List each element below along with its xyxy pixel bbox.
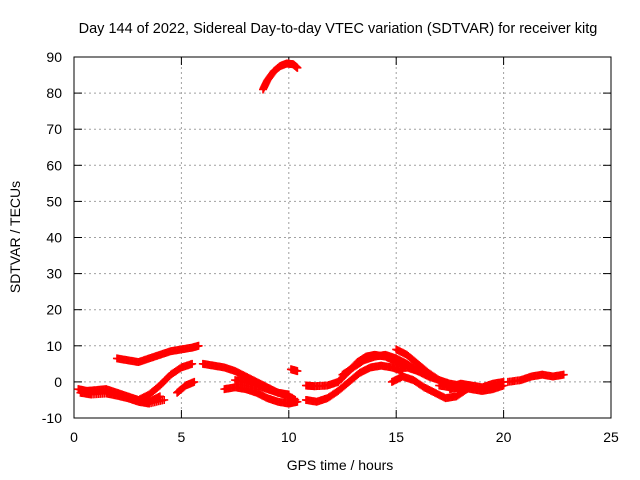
y-tick-label: 30: [46, 266, 62, 282]
y-tick-label: 90: [46, 49, 62, 65]
data-points: [74, 59, 568, 408]
series-arc-4: [134, 359, 197, 404]
x-tick-labels: 0 5 10 15 20 25: [70, 429, 619, 445]
data-point: [499, 381, 508, 390]
grid-lines: [74, 57, 611, 418]
data-point: [293, 63, 302, 72]
x-tick-label: 15: [388, 429, 404, 445]
y-tick-label: 80: [46, 85, 62, 101]
series-arc-8: [231, 376, 293, 399]
x-tick-label: 25: [603, 429, 619, 445]
data-point: [190, 377, 199, 386]
series-arc-3: [112, 341, 203, 367]
data-point: [160, 395, 169, 404]
series-arc-9: [259, 59, 302, 94]
series-arc-5: [173, 377, 199, 397]
y-tick-label: 0: [54, 374, 62, 390]
series-arc-18: [503, 370, 568, 386]
plot-frame: [73, 56, 612, 419]
x-tick-label: 0: [70, 429, 78, 445]
y-tick-label: -10: [42, 410, 62, 426]
y-tick-label: 60: [46, 157, 62, 173]
chart-title: Day 144 of 2022, Sidereal Day-to-day VTE…: [79, 21, 598, 37]
series-arc-7: [220, 383, 302, 408]
y-tick-label: 70: [46, 121, 62, 137]
x-tick-label: 10: [281, 429, 297, 445]
y-tick-label: 10: [46, 338, 62, 354]
data-point: [293, 397, 302, 406]
data-point: [194, 341, 203, 350]
series-arc-10: [286, 365, 302, 376]
series-arc-12: [301, 361, 407, 406]
series-arc-17: [445, 381, 508, 395]
data-point: [284, 390, 293, 399]
y-tick-label: 40: [46, 230, 62, 246]
data-point: [293, 367, 302, 376]
series-arc-15: [387, 372, 472, 403]
y-tick-label: 50: [46, 193, 62, 209]
x-tick-label: 20: [496, 429, 512, 445]
y-tick-label: 20: [46, 302, 62, 318]
data-point: [559, 370, 568, 379]
x-axis-label: GPS time / hours: [287, 457, 394, 473]
data-point: [188, 359, 197, 368]
x-tick-label: 5: [178, 429, 186, 445]
y-tick-labels: -10 0 10 20 30 40 50 60 70 80 90: [42, 49, 62, 426]
y-axis-label: SDTVAR / TECUs: [7, 181, 23, 293]
